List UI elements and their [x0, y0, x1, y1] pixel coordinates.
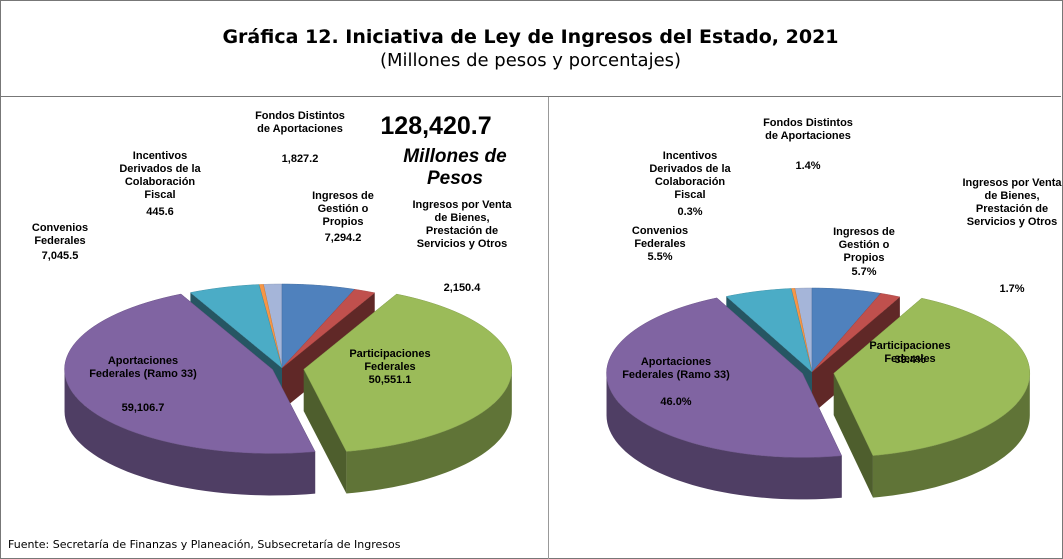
- subtitle: (Millones de pesos y porcentajes): [379, 50, 682, 71]
- slice-label: Ingresos por Venta de Bienes, Prestación…: [962, 177, 1062, 228]
- header: Gráfica 12. Iniciativa de Ley de Ingreso…: [0, 0, 1061, 97]
- slice-label: Aportaciones Federales (Ramo 33): [89, 355, 197, 380]
- slice-label: Fondos Distintos de Aportaciones: [763, 117, 853, 142]
- title: Gráfica 12. Iniciativa de Ley de Ingreso…: [222, 26, 839, 48]
- slice-label: Ingresos por Venta de Bienes, Prestación…: [412, 199, 512, 250]
- slice-side: [872, 373, 1030, 498]
- slice-label: Convenios Federales: [631, 225, 689, 250]
- slice-top: [725, 288, 813, 373]
- slice-top: [281, 289, 376, 369]
- slice-label: Incentivos Derivados de la Colaboración …: [119, 150, 201, 201]
- slice-label: Ingresos de Gestión o Propios: [833, 226, 895, 264]
- source: Fuente: Secretaría de Finanzas y Planeac…: [8, 538, 401, 551]
- value-label: 1,827.2: [281, 153, 319, 165]
- slice-label: Ingresos de Gestión o Propios: [312, 190, 374, 228]
- slice-label: Aportaciones Federales (Ramo 33): [622, 356, 730, 381]
- slice-label: Incentivos Derivados de la Colaboración …: [649, 150, 731, 201]
- value-label: 59,106.7: [121, 402, 165, 414]
- value-label: 39.4%: [894, 354, 926, 366]
- slice-wall: [833, 373, 873, 498]
- annotation: Millones de Pesos: [403, 146, 507, 189]
- slice: [606, 297, 843, 500]
- slice-label: Convenios Federales: [31, 222, 89, 247]
- slice-top: [303, 293, 513, 452]
- value-label: 50,551.1: [368, 374, 412, 386]
- slice-side: [64, 369, 316, 496]
- slice-top: [811, 293, 901, 373]
- slice-label: Fondos Distintos de Aportaciones: [255, 110, 345, 135]
- slice-label: Participaciones Federales: [869, 340, 951, 365]
- slice-top: [189, 284, 283, 369]
- slice-label: Participaciones Federales: [349, 348, 431, 373]
- slice-wall: [303, 369, 347, 494]
- value-label: 5.5%: [647, 251, 673, 263]
- value-label: 1.7%: [999, 283, 1025, 295]
- slice-top: [606, 297, 843, 458]
- value-label: 445.6: [146, 206, 174, 218]
- value-label: 2,150.4: [443, 282, 481, 294]
- slice: [64, 293, 316, 496]
- slice-side: [606, 373, 842, 500]
- annotation: 128,420.7: [380, 112, 492, 140]
- slice: [833, 297, 1031, 498]
- slice-top: [281, 283, 356, 369]
- value-label: 46.0%: [660, 396, 692, 408]
- value-label: 0.3%: [677, 206, 703, 218]
- slice-side: [346, 369, 512, 494]
- value-label: 1.4%: [795, 160, 821, 172]
- value-label: 5.7%: [851, 266, 877, 278]
- slice: [303, 293, 513, 494]
- slice-top: [64, 293, 316, 454]
- divider: [548, 97, 549, 559]
- value-label: 7,045.5: [41, 250, 79, 262]
- value-label: 7,294.2: [324, 232, 362, 244]
- slice-top: [811, 287, 882, 373]
- slice-top: [833, 297, 1031, 456]
